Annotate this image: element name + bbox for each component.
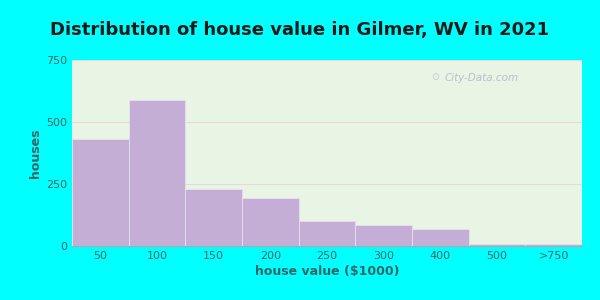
Bar — [355, 225, 412, 246]
Bar — [185, 189, 242, 246]
Bar — [128, 100, 185, 246]
Bar — [412, 229, 469, 246]
Text: ⊙: ⊙ — [431, 72, 440, 82]
X-axis label: house value ($1000): house value ($1000) — [255, 265, 399, 278]
Bar — [72, 140, 128, 246]
Y-axis label: houses: houses — [29, 128, 42, 178]
Bar — [469, 244, 526, 246]
Bar — [526, 244, 582, 246]
Text: City-Data.com: City-Data.com — [444, 73, 518, 83]
Bar — [299, 221, 355, 246]
Bar — [242, 198, 299, 246]
Text: Distribution of house value in Gilmer, WV in 2021: Distribution of house value in Gilmer, W… — [50, 21, 550, 39]
